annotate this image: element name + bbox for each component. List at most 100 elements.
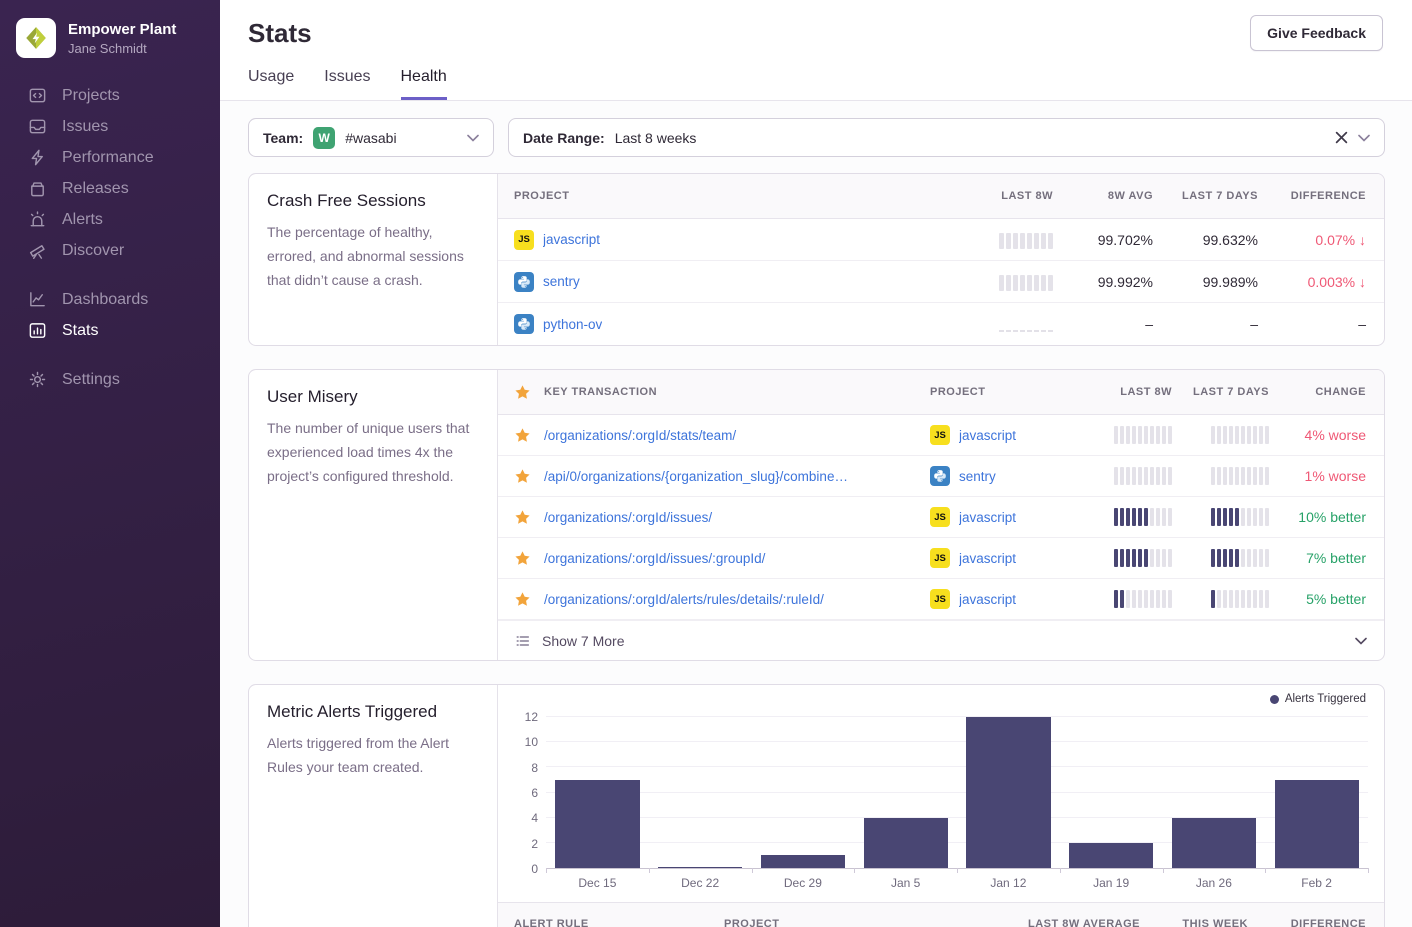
project-link[interactable]: javascript [543, 232, 601, 247]
transaction-link[interactable]: /api/0/organizations/{organization_slug}… [544, 468, 848, 484]
spark-bar [1150, 467, 1154, 485]
tab-issues[interactable]: Issues [324, 68, 371, 85]
chart-bar[interactable] [760, 855, 845, 868]
spark-bar [1168, 590, 1172, 608]
spark-bar [1114, 467, 1118, 485]
gridline [546, 766, 1368, 768]
sparkline [1114, 426, 1172, 444]
show-more-button[interactable]: Show 7 More [498, 620, 1384, 660]
spark-cell [999, 315, 1053, 333]
change-value: 4% worse [1304, 427, 1366, 443]
tab-usage[interactable]: Usage [248, 68, 295, 85]
sidebar-item-issues[interactable]: Issues [0, 111, 220, 142]
sidebar-item-dashboards[interactable]: Dashboards [0, 284, 220, 315]
chart-bar[interactable] [1171, 817, 1256, 868]
org-switcher[interactable]: Empower Plant Jane Schmidt [0, 0, 220, 58]
spark-bar [1168, 549, 1172, 567]
spark-bar [1126, 590, 1130, 608]
star-icon[interactable] [514, 509, 531, 526]
chart-bars [546, 717, 1368, 868]
section-info: User Misery The number of unique users t… [249, 370, 498, 660]
sparkline [1114, 467, 1172, 485]
sidebar-item-settings[interactable]: Settings [0, 364, 220, 395]
transaction-link[interactable]: /organizations/:orgId/stats/team/ [544, 427, 737, 443]
releases-icon [28, 179, 47, 198]
spark-bar [1034, 232, 1039, 249]
sidebar-item-performance[interactable]: Performance [0, 142, 220, 173]
project-link[interactable]: sentry [959, 468, 996, 484]
spark-bar [1041, 274, 1046, 291]
column-header: LAST 7 DAYS [1181, 190, 1258, 202]
transaction-link[interactable]: /organizations/:orgId/issues/ [544, 509, 713, 525]
sidebar-item-alerts[interactable]: Alerts [0, 204, 220, 235]
chart-legend[interactable]: Alerts Triggered [1269, 693, 1366, 705]
sparkline [1114, 508, 1172, 526]
star-icon[interactable] [514, 427, 531, 444]
last-7-days-value: – [1250, 316, 1258, 332]
chart-bar[interactable] [1274, 779, 1359, 868]
spark-bar [1259, 426, 1263, 444]
sidebar-item-releases[interactable]: Releases [0, 173, 220, 204]
table-row: /organizations/:orgId/issues/:groupId/JS… [498, 538, 1384, 579]
tab-health[interactable]: Health [400, 68, 447, 100]
team-select[interactable]: Team: W #wasabi [248, 118, 494, 157]
give-feedback-button[interactable]: Give Feedback [1250, 15, 1383, 51]
date-range-select[interactable]: Date Range: Last 8 weeks [508, 118, 1385, 157]
list-icon [515, 633, 531, 649]
project-cell: JS javascript [930, 548, 1075, 568]
chart-bar[interactable] [555, 779, 640, 868]
chart-bar[interactable] [658, 867, 743, 868]
project-cell: JS javascript [930, 589, 1075, 609]
javascript-icon: JS [514, 229, 534, 250]
star-icon[interactable] [514, 550, 531, 567]
star-icon[interactable] [514, 591, 531, 608]
spark-bar [1259, 508, 1263, 526]
clear-icon[interactable] [1335, 131, 1348, 144]
sidebar-item-label: Alerts [62, 210, 103, 228]
last-7-days-value: 99.989% [1202, 273, 1258, 290]
transaction-link[interactable]: /organizations/:orgId/alerts/rules/detai… [544, 591, 824, 607]
project-link[interactable]: sentry [543, 274, 580, 289]
sparkline [1211, 426, 1269, 444]
section-title: Crash Free Sessions [267, 191, 426, 210]
spark-cell-7d [1211, 590, 1269, 608]
difference-value: – [1358, 316, 1366, 332]
project-link[interactable]: javascript [959, 591, 1017, 607]
main-area: Stats Give Feedback Usage Issues Health Te… [220, 0, 1412, 927]
chart-plot [546, 716, 1369, 873]
spark-bar [1150, 590, 1154, 608]
spark-bar [1126, 549, 1130, 567]
crash-free-table: PROJECT LAST 8W 8W AVG LAST 7 DAYS DIFFERENC… [498, 174, 1384, 345]
sidebar-item-stats[interactable]: Stats [0, 315, 220, 346]
transaction-link[interactable]: /organizations/:orgId/issues/:groupId/ [544, 550, 766, 566]
project-link[interactable]: python-ov [543, 316, 603, 332]
project-link[interactable]: javascript [959, 509, 1017, 525]
javascript-icon: JS [930, 507, 950, 527]
x-tick-label: Jan 26 [1195, 876, 1232, 890]
spark-bar [1114, 549, 1118, 567]
spark-bar [1156, 508, 1160, 526]
y-tick-label: 12 [524, 710, 538, 724]
alerts-chart: Alerts Triggered 0 2 4 6 8 10 12 Dec 15 Dec 22 D… [498, 685, 1384, 927]
project-cell: sentry [514, 271, 953, 292]
sparkline [1211, 549, 1269, 567]
chart-bar[interactable] [1069, 842, 1154, 868]
sidebar-item-projects[interactable]: Projects [0, 80, 220, 111]
spark-bar [1114, 426, 1118, 444]
spark-bar [1235, 549, 1239, 567]
x-tick-label: Dec 15 [578, 876, 617, 890]
gridline [546, 791, 1368, 793]
spark-bar [1265, 426, 1269, 444]
sidebar-item-discover[interactable]: Discover [0, 235, 220, 266]
chart-bar[interactable] [863, 817, 948, 868]
avg-8w-value: 99.702% [1097, 231, 1153, 248]
star-icon[interactable] [514, 468, 531, 485]
project-link[interactable]: javascript [959, 550, 1017, 566]
chart-bar[interactable] [966, 717, 1051, 868]
spark-bar [1132, 508, 1136, 526]
metric-alerts-section: Metric Alerts Triggered Alerts triggered… [248, 684, 1385, 927]
spark-dash [999, 330, 1004, 332]
project-link[interactable]: javascript [959, 427, 1017, 443]
alerts-icon [28, 210, 47, 229]
spark-cell-8w [1114, 426, 1172, 444]
